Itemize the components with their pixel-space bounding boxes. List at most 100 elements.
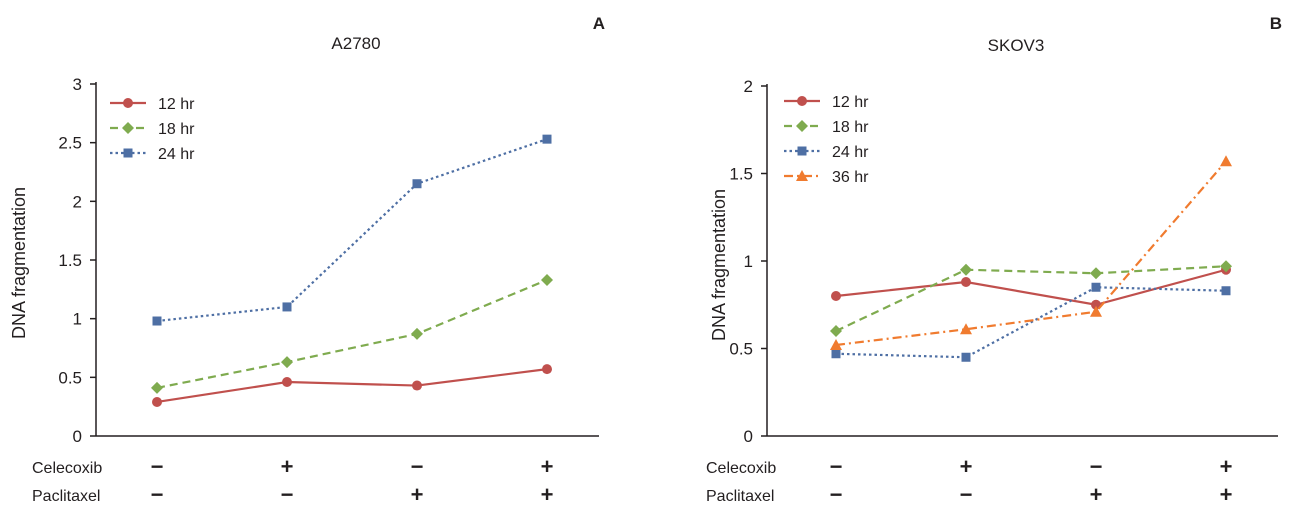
y-tick-label: 0 (73, 427, 82, 446)
legend-marker (122, 122, 134, 134)
y-tick-label: 1 (73, 310, 82, 329)
treatment-sign: + (1220, 454, 1233, 479)
treatment-sign: + (541, 482, 554, 507)
treatment-sign: − (960, 482, 973, 507)
treatment-sign: + (960, 454, 973, 479)
series-12-hr (152, 364, 552, 407)
legend-label: 36 hr (832, 169, 869, 186)
data-point (961, 277, 971, 287)
legend-item: 24 hr (110, 146, 195, 163)
data-point (960, 263, 972, 276)
treatment-label: Celecoxib (32, 460, 102, 477)
data-point (152, 316, 162, 326)
legend-marker (796, 120, 808, 132)
data-point (1220, 260, 1232, 273)
data-point (281, 356, 293, 369)
legend-label: 18 hr (158, 121, 195, 138)
data-point (961, 352, 971, 362)
series-line (835, 268, 1227, 306)
treatment-sign: − (151, 454, 164, 479)
series-18-hr (830, 260, 1232, 337)
data-point (1220, 155, 1232, 167)
legend-marker (123, 98, 133, 108)
y-tick-label: 3 (73, 75, 82, 94)
y-tick-label: 2 (744, 77, 753, 96)
data-point (1221, 286, 1231, 296)
y-tick-label: 0.5 (729, 340, 753, 359)
panel-letter: A (593, 14, 605, 33)
treatment-sign: + (281, 454, 294, 479)
legend-label: 24 hr (832, 144, 869, 161)
data-point (282, 377, 292, 388)
data-point (960, 323, 972, 335)
legend-marker (796, 170, 808, 181)
data-point (831, 349, 841, 359)
series-line (156, 278, 548, 389)
legend-item: 12 hr (784, 94, 869, 111)
y-axis-label: DNA fragmentation (9, 187, 29, 339)
treatment-sign: − (1090, 454, 1103, 479)
data-point (411, 327, 423, 340)
legend-label: 24 hr (158, 146, 195, 163)
treatment-sign: + (1090, 482, 1103, 507)
chart-title: SKOV3 (988, 36, 1045, 55)
series-line (835, 160, 1227, 347)
treatment-sign: − (830, 454, 843, 479)
treatment-label: Paclitaxel (706, 488, 774, 505)
series-line (835, 265, 1227, 332)
legend-label: 18 hr (832, 119, 869, 136)
treatment-label: Celecoxib (706, 460, 776, 477)
legend-item: 24 hr (784, 144, 869, 161)
data-point (830, 339, 842, 350)
panel-letter: B (1270, 14, 1282, 33)
legend-item: 18 hr (784, 119, 869, 136)
y-tick-label: 2.5 (58, 134, 82, 153)
data-point (1091, 282, 1101, 292)
treatment-sign: − (411, 454, 424, 479)
legend-item: 36 hr (784, 169, 869, 186)
y-tick-label: 0 (744, 427, 753, 446)
y-axis-label: DNA fragmentation (709, 189, 729, 341)
data-point (830, 325, 842, 337)
chart-panel-b: B SKOV3 0 0.5 1 1.5 2 DNA fragmentation 12 hr 18 … (706, 14, 1282, 507)
y-tick-label: 1.5 (58, 251, 82, 270)
data-point (412, 179, 422, 189)
legend-item: 18 hr (110, 121, 195, 138)
series-24-hr (152, 134, 552, 326)
series-36-hr (830, 155, 1232, 350)
legend-marker (797, 96, 807, 106)
legend-marker (797, 146, 807, 156)
chart-title: A2780 (331, 34, 380, 53)
treatment-sign: + (1220, 482, 1233, 507)
treatment-sign: − (281, 482, 294, 507)
data-point (412, 380, 422, 391)
data-point (831, 291, 841, 301)
y-tick-label: 0.5 (58, 368, 82, 387)
legend-label: 12 hr (832, 94, 869, 111)
data-point (152, 396, 162, 407)
series-line (835, 286, 1227, 359)
y-tick-label: 1.5 (729, 165, 753, 184)
treatment-label: Paclitaxel (32, 488, 100, 505)
legend-item: 12 hr (110, 96, 195, 113)
series-line (156, 368, 548, 404)
data-point (542, 134, 552, 144)
series-line (156, 138, 548, 323)
data-point (151, 381, 163, 394)
data-point (282, 302, 292, 312)
treatment-sign: + (411, 482, 424, 507)
series-24-hr (831, 282, 1231, 362)
data-point (542, 364, 552, 375)
series-18-hr (151, 273, 553, 394)
chart-panel-a: A A2780 0 0.5 1 1.5 2 2.5 3 DNA fragmentation 12 h… (9, 14, 605, 507)
y-tick-label: 1 (744, 252, 753, 271)
legend-label: 12 hr (158, 96, 195, 113)
data-point (1090, 267, 1102, 280)
treatment-sign: − (151, 482, 164, 507)
legend-marker (123, 148, 133, 158)
data-point (541, 273, 553, 286)
treatment-sign: + (541, 454, 554, 479)
y-tick-label: 2 (73, 192, 82, 211)
